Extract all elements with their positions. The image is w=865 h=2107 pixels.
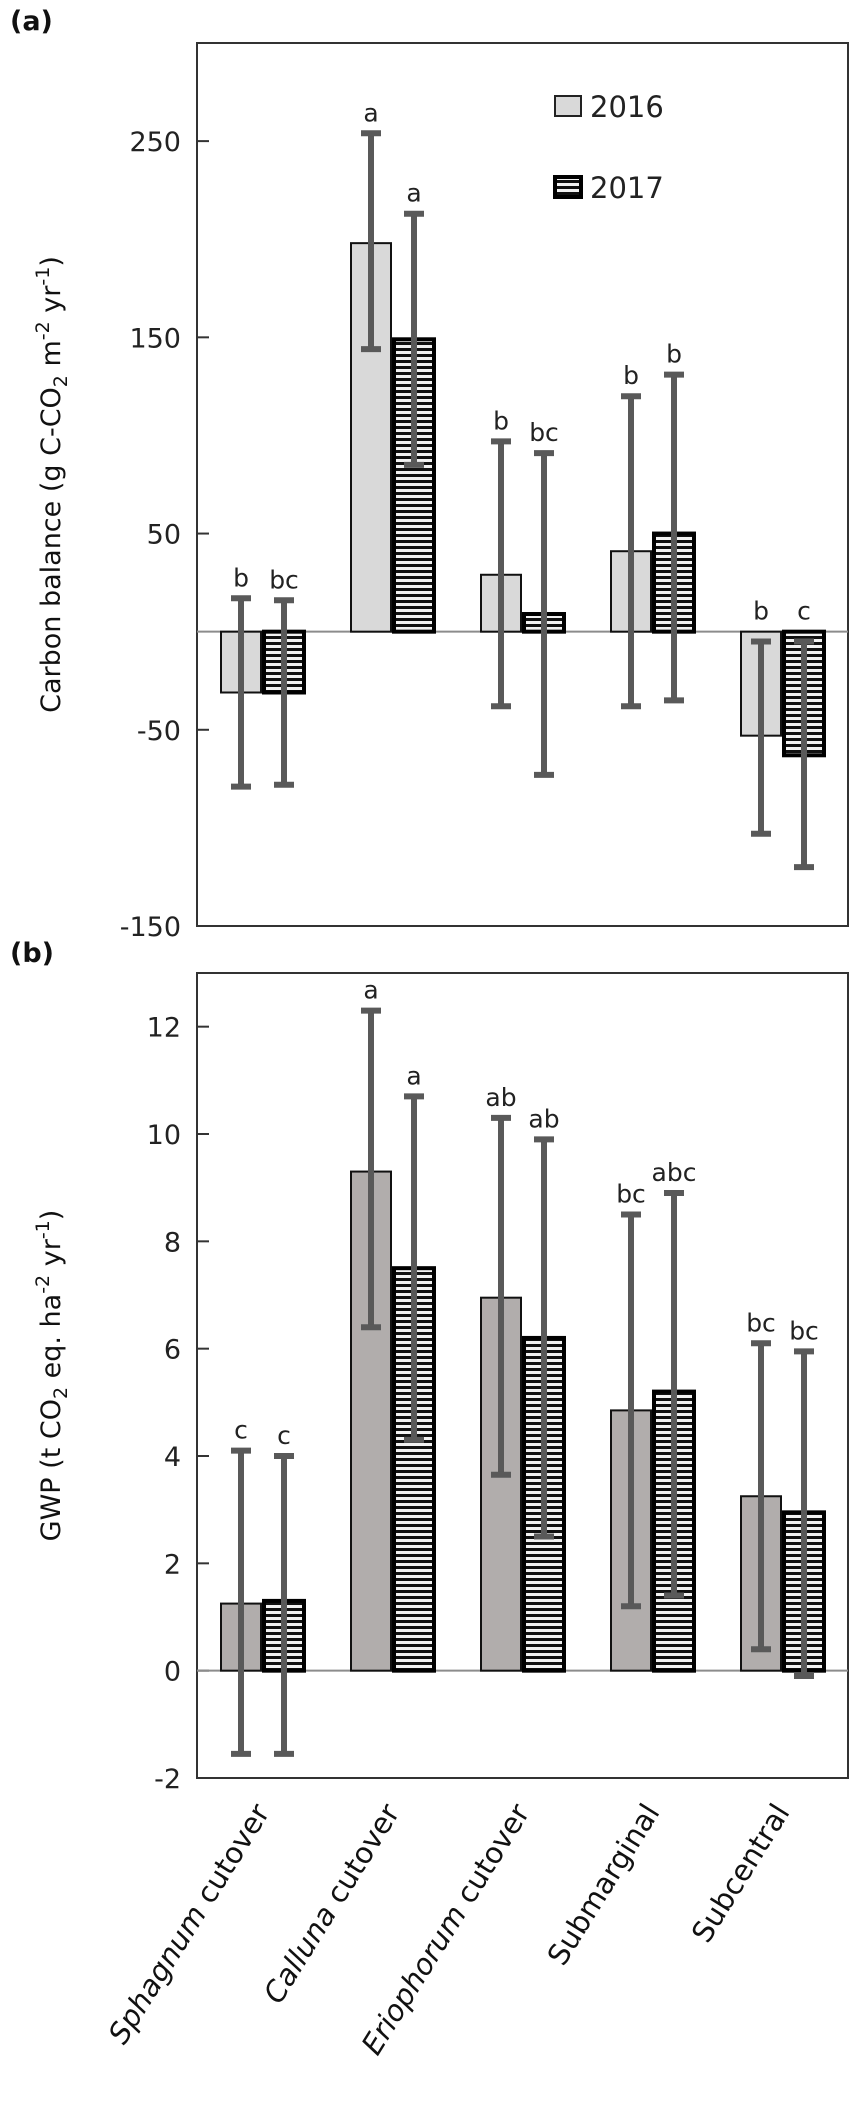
y-tick-label: -2 xyxy=(154,1764,181,1795)
y-tick-label: 6 xyxy=(164,1335,181,1366)
y-axis-title-part: -2 xyxy=(32,321,54,340)
plot-frame xyxy=(196,972,849,1779)
y-axis-title-part: yr xyxy=(36,285,67,322)
significance-letter: bc xyxy=(789,1316,819,1345)
panel-a-carbon-balance: (a) -150 -50 50 150 250 Carbon balance (g C-CO… xyxy=(10,6,849,943)
x-category-label-text: cutover xyxy=(184,1798,276,1917)
y-axis-title-part: ) xyxy=(36,256,67,267)
x-category-label: Sphagnum cutover xyxy=(101,1798,276,2050)
significance-letter: a xyxy=(363,976,378,1005)
x-category-label-text: Subcentral xyxy=(685,1798,797,1949)
legend-label-2017: 2017 xyxy=(590,171,664,205)
significance-letter: c xyxy=(797,597,811,626)
x-category-label-text: cutover xyxy=(314,1798,406,1917)
y-axis-title-part: GWP (t CO xyxy=(36,1399,67,1541)
y-axis-title-part: -1 xyxy=(32,267,54,286)
y-tick-label: -150 xyxy=(120,912,181,943)
legend-label-2016: 2016 xyxy=(590,90,664,124)
legend-swatch-2016 xyxy=(554,95,582,117)
y-tick-label: 4 xyxy=(164,1442,181,1473)
y-axis-title-part: 2 xyxy=(50,1387,72,1399)
significance-letter: b xyxy=(666,340,682,369)
y-axis-title-part: yr xyxy=(36,1238,67,1275)
significance-letter: bc xyxy=(616,1180,646,1209)
x-category-label-italic: Calluna xyxy=(257,1899,343,2009)
y-axis-title-part: -1 xyxy=(32,1220,54,1239)
significance-letter: b xyxy=(753,597,769,626)
x-category-label-text: Submarginal xyxy=(540,1798,666,1971)
y-tick-label: 2 xyxy=(164,1549,181,1580)
panel-label: (a) xyxy=(10,6,53,37)
plot-frame xyxy=(196,42,849,927)
x-category-label-italic: Eriophorum xyxy=(355,1899,473,2060)
significance-letter: c xyxy=(277,1421,291,1450)
y-tick-label: 150 xyxy=(129,323,181,354)
significance-letter: bc xyxy=(269,565,299,594)
significance-letter: b xyxy=(493,406,509,435)
significance-letter: bc xyxy=(746,1308,776,1337)
x-category-label: Calluna cutover xyxy=(257,1798,407,2010)
y-axis-title-part: ) xyxy=(36,1210,67,1221)
significance-letter: a xyxy=(363,98,378,127)
panel-label: (b) xyxy=(10,938,54,969)
y-axis-title-part: m xyxy=(36,340,67,375)
x-category-label-italic: Sphagnum xyxy=(101,1899,213,2050)
y-tick-label: -50 xyxy=(137,716,181,747)
significance-letter: abc xyxy=(652,1158,697,1187)
significance-letter: ab xyxy=(485,1083,516,1112)
y-axis-title-part: Carbon balance (g C-CO xyxy=(36,387,67,713)
y-axis-title: Carbon balance (g C-CO2 m-2 yr-1) xyxy=(32,256,72,713)
y-tick-label: 10 xyxy=(147,1120,181,1151)
legend-swatch-2017 xyxy=(553,175,583,199)
y-tick-label: 250 xyxy=(129,127,181,158)
x-category-label-text: cutover xyxy=(444,1798,536,1917)
y-axis-title-part: eq. ha xyxy=(36,1294,67,1387)
significance-letter: b xyxy=(233,563,249,592)
x-category-label: Subcentral xyxy=(685,1798,797,1949)
y-tick-label: 12 xyxy=(147,1013,181,1044)
x-category-label: Submarginal xyxy=(540,1798,666,1971)
y-axis-title: GWP (t CO2 eq. ha-2 yr-1) xyxy=(32,1210,72,1542)
significance-letter: bc xyxy=(529,418,559,447)
significance-letter: b xyxy=(623,361,639,390)
significance-letter: c xyxy=(234,1416,248,1445)
y-axis-title-part: -2 xyxy=(32,1275,54,1294)
significance-letter: ab xyxy=(528,1104,559,1133)
significance-letter: a xyxy=(406,1061,421,1090)
y-axis-title-part: 2 xyxy=(50,375,72,387)
y-tick-label: 8 xyxy=(164,1227,181,1258)
significance-letter: a xyxy=(406,179,421,208)
y-tick-label: 0 xyxy=(164,1657,181,1688)
y-tick-label: 50 xyxy=(147,520,181,551)
